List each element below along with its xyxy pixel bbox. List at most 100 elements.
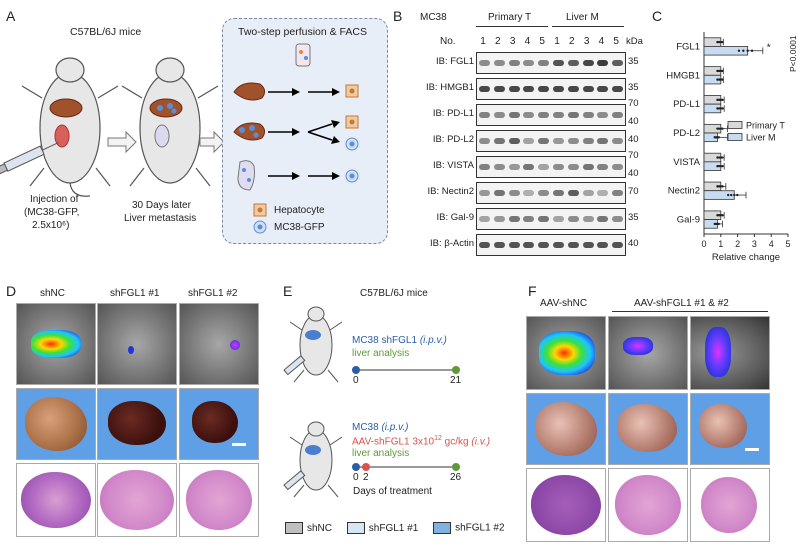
blot-row — [476, 104, 626, 126]
blot-row — [476, 130, 626, 152]
blot-band — [479, 216, 490, 222]
blot-band — [582, 190, 594, 196]
x-tick-label: 4 — [769, 239, 774, 249]
blot-band — [508, 60, 520, 66]
x-tick-label: 1 — [718, 239, 723, 249]
lane-number: 5 — [539, 36, 545, 47]
hepatocyte-legend-icon — [253, 203, 267, 217]
data-point — [721, 214, 724, 217]
exp2-t1: 2 — [363, 472, 369, 483]
x-tick-label: 2 — [735, 239, 740, 249]
perfusion-title: Two-step perfusion & FACS — [238, 26, 367, 38]
blot-band — [493, 60, 505, 66]
he-stain-shfgl1-1 — [97, 463, 177, 537]
blot-band — [582, 60, 594, 66]
mouse-e1-icon — [283, 306, 343, 383]
data-point — [716, 78, 719, 81]
data-point — [719, 107, 722, 110]
x-tick-label: 5 — [785, 239, 790, 249]
data-point — [717, 222, 720, 226]
kda-marker: 40 — [628, 238, 639, 249]
blot-band — [612, 60, 624, 66]
data-point — [717, 214, 721, 217]
panel-letter-b: B — [393, 8, 403, 24]
data-point — [716, 127, 719, 130]
blot-band — [479, 112, 490, 118]
blot-band — [508, 242, 520, 248]
exp1-line1: MC38 shFGL1 (i.p.v.) — [352, 335, 447, 346]
scale-bar — [745, 448, 759, 451]
bar — [703, 190, 735, 200]
blot-band — [567, 242, 579, 248]
kda-marker: 35 — [628, 82, 639, 93]
mouse-e2-icon — [283, 421, 343, 498]
blot-band — [567, 216, 579, 222]
blot-band — [553, 60, 564, 66]
blot-band — [523, 138, 535, 144]
blot-group-liver: Liver M — [566, 12, 599, 23]
blot-row — [476, 52, 626, 74]
data-point — [717, 78, 721, 81]
panel-e-timeline — [283, 306, 460, 498]
blot-band — [582, 216, 594, 222]
he-stain-aav-shnc — [526, 468, 606, 542]
blot-cell-line: MC38 — [420, 12, 447, 23]
data-point — [717, 185, 721, 188]
blot-band — [567, 86, 579, 92]
he-stain-shfgl1-2 — [179, 463, 259, 537]
blot-band — [612, 164, 624, 170]
significance-star: * — [767, 42, 771, 53]
exp2-line2: AAV-shFGL1 3x1012 gc/kg (i.v.) — [352, 435, 491, 448]
group-primary-line — [476, 26, 548, 27]
blot-no-label: No. — [440, 36, 456, 47]
arrow-icon — [107, 130, 137, 154]
blot-band — [493, 216, 505, 222]
timepoint-0b — [352, 463, 360, 471]
blot-band — [597, 86, 609, 92]
x-tick-label: 3 — [752, 239, 757, 249]
panel-f-label-left: AAV-shNC — [540, 298, 588, 309]
liver-photo-shfgl1-2 — [179, 388, 259, 460]
injection-line-2: (MC38-GFP, — [24, 207, 80, 218]
legend-label: Primary T — [746, 120, 785, 130]
data-point — [716, 185, 719, 188]
data-point — [719, 78, 722, 81]
blot-band — [567, 190, 579, 196]
blot-band — [553, 242, 564, 248]
liver-photo-aav-shfgl1-2 — [690, 393, 770, 465]
blot-row-label: IB: β-Actin — [429, 238, 474, 249]
kda-marker: 35 — [628, 56, 639, 67]
panel-d-label-shfgl1-2: shFGL1 #2 — [188, 288, 238, 299]
kda-marker: 70 — [628, 186, 639, 197]
exp2-end: 26 — [450, 472, 462, 483]
blot-band — [553, 164, 564, 170]
blot-band — [508, 138, 520, 144]
he-stain-aav-shfgl1-2 — [690, 468, 770, 542]
lane-number: 5 — [613, 36, 619, 47]
data-point — [721, 78, 724, 81]
data-point — [719, 164, 722, 168]
blot-band — [597, 242, 609, 248]
data-point — [736, 193, 739, 197]
hepatocyte-icon — [345, 115, 359, 129]
blot-band — [523, 216, 535, 222]
x-axis-label: Relative change — [712, 252, 780, 263]
liver-photo-shnc — [16, 388, 96, 460]
blot-band — [582, 164, 594, 170]
timepoint-0 — [352, 366, 360, 374]
blot-row-label: IB: FGL1 — [435, 56, 474, 67]
data-point — [721, 164, 724, 168]
data-point — [719, 156, 722, 159]
blot-band — [567, 112, 579, 118]
blot-band — [538, 216, 550, 222]
category-label: PD-L2 — [673, 128, 700, 139]
panel-letter-f: F — [528, 283, 537, 299]
blot-band — [538, 60, 550, 66]
category-label: PD-L1 — [673, 99, 700, 110]
data-point — [719, 185, 722, 188]
lane-number: 1 — [554, 36, 560, 47]
data-point — [716, 69, 719, 73]
blot-band — [508, 164, 520, 170]
blot-band — [538, 112, 550, 118]
legend-swatch — [727, 121, 743, 129]
